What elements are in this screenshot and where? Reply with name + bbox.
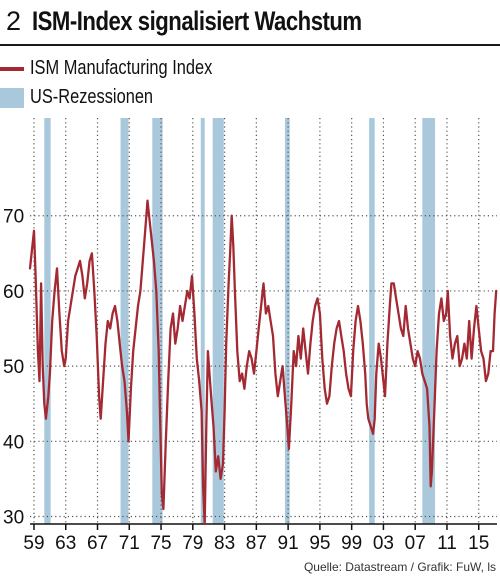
legend-label-recessions: US-Rezessionen [30, 86, 154, 108]
recession-band [44, 118, 51, 524]
x-tick-label: 79 [182, 533, 203, 554]
x-tick-label: 99 [341, 533, 362, 554]
x-tick-label: 67 [87, 533, 108, 554]
recession-band [120, 118, 129, 524]
figure-number: 2 [6, 6, 22, 36]
y-tick-label: 40 [3, 432, 24, 453]
x-tick-label: 91 [278, 533, 299, 554]
legend-label-ism: ISM Manufacturing Index [30, 57, 213, 79]
title-rule [0, 44, 500, 46]
x-tick-label: 95 [309, 533, 330, 554]
x-tick-label: 03 [373, 533, 394, 554]
y-tick-label: 50 [3, 357, 24, 378]
recession-band [212, 118, 224, 524]
recession-band [369, 118, 375, 524]
x-tick-label: 83 [214, 533, 235, 554]
chart-title: ISM-Index signalisiert Wachstum [32, 6, 362, 36]
x-tick-label: 07 [405, 533, 426, 554]
x-tick-label: 59 [23, 533, 44, 554]
legend-item-ism: ISM Manufacturing Index [0, 57, 300, 81]
recession-band [284, 118, 290, 524]
legend-band-swatch [0, 88, 24, 108]
chart-header: 2 ISM-Index signalisiert Wachstum [0, 0, 500, 46]
x-tick-label: 11 [437, 533, 457, 554]
legend-item-recessions: US-Rezessionen [0, 86, 300, 110]
x-tick-label: 75 [150, 533, 171, 554]
y-tick-label: 60 [3, 282, 24, 303]
series-line-ism [28, 199, 498, 526]
x-tick-label: 63 [55, 533, 76, 554]
x-tick-label: 87 [246, 533, 267, 554]
x-tick-label: 15 [468, 533, 489, 554]
y-tick-label: 30 [3, 507, 24, 528]
x-tick-label: 71 [119, 533, 140, 554]
source-note: Quelle: Datastream / Grafik: FuW, ls [303, 560, 496, 574]
recession-band [422, 118, 436, 524]
y-tick-label: 70 [3, 207, 24, 228]
recession-band [200, 118, 205, 524]
legend-line-swatch [0, 67, 24, 71]
